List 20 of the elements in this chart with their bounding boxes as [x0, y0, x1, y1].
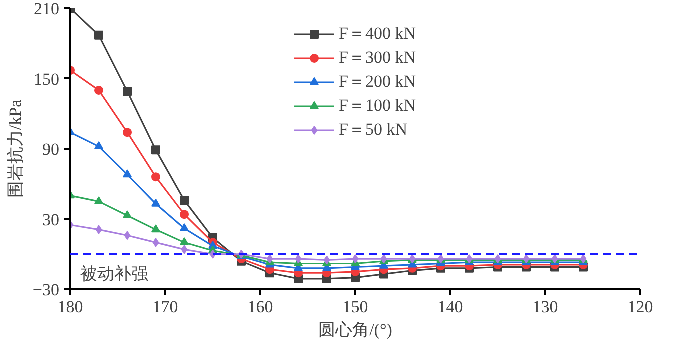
legend-label: F＝100 kN [339, 95, 416, 117]
annotation: 被动补强 [80, 264, 148, 284]
x-tick-label: 160 [248, 298, 274, 316]
x-tick-label: 170 [152, 298, 178, 316]
legend-label: F＝400 kN [339, 23, 416, 45]
x-tick-label: 130 [532, 298, 558, 316]
y-tick-label: 30 [42, 210, 60, 230]
x-tick-label: 120 [628, 298, 654, 316]
y-axis-title: 围岩抗力/kPa [6, 99, 25, 198]
y-tick-label: 150 [34, 70, 60, 89]
x-axis-title: 圆心角/(°) [318, 320, 392, 340]
legend-label: F＝300 kN [339, 47, 416, 69]
legend-label: F＝50 kN [339, 119, 408, 141]
x-tick-label: 150 [342, 298, 368, 316]
y-tick-label: 210 [34, 0, 60, 18]
y-tick-label: 90 [42, 140, 60, 159]
x-tick-label: 180 [58, 298, 84, 316]
legend-label: F＝200 kN [339, 71, 416, 93]
y-tick-label: −30 [32, 280, 60, 300]
x-tick-label: 140 [438, 298, 464, 316]
